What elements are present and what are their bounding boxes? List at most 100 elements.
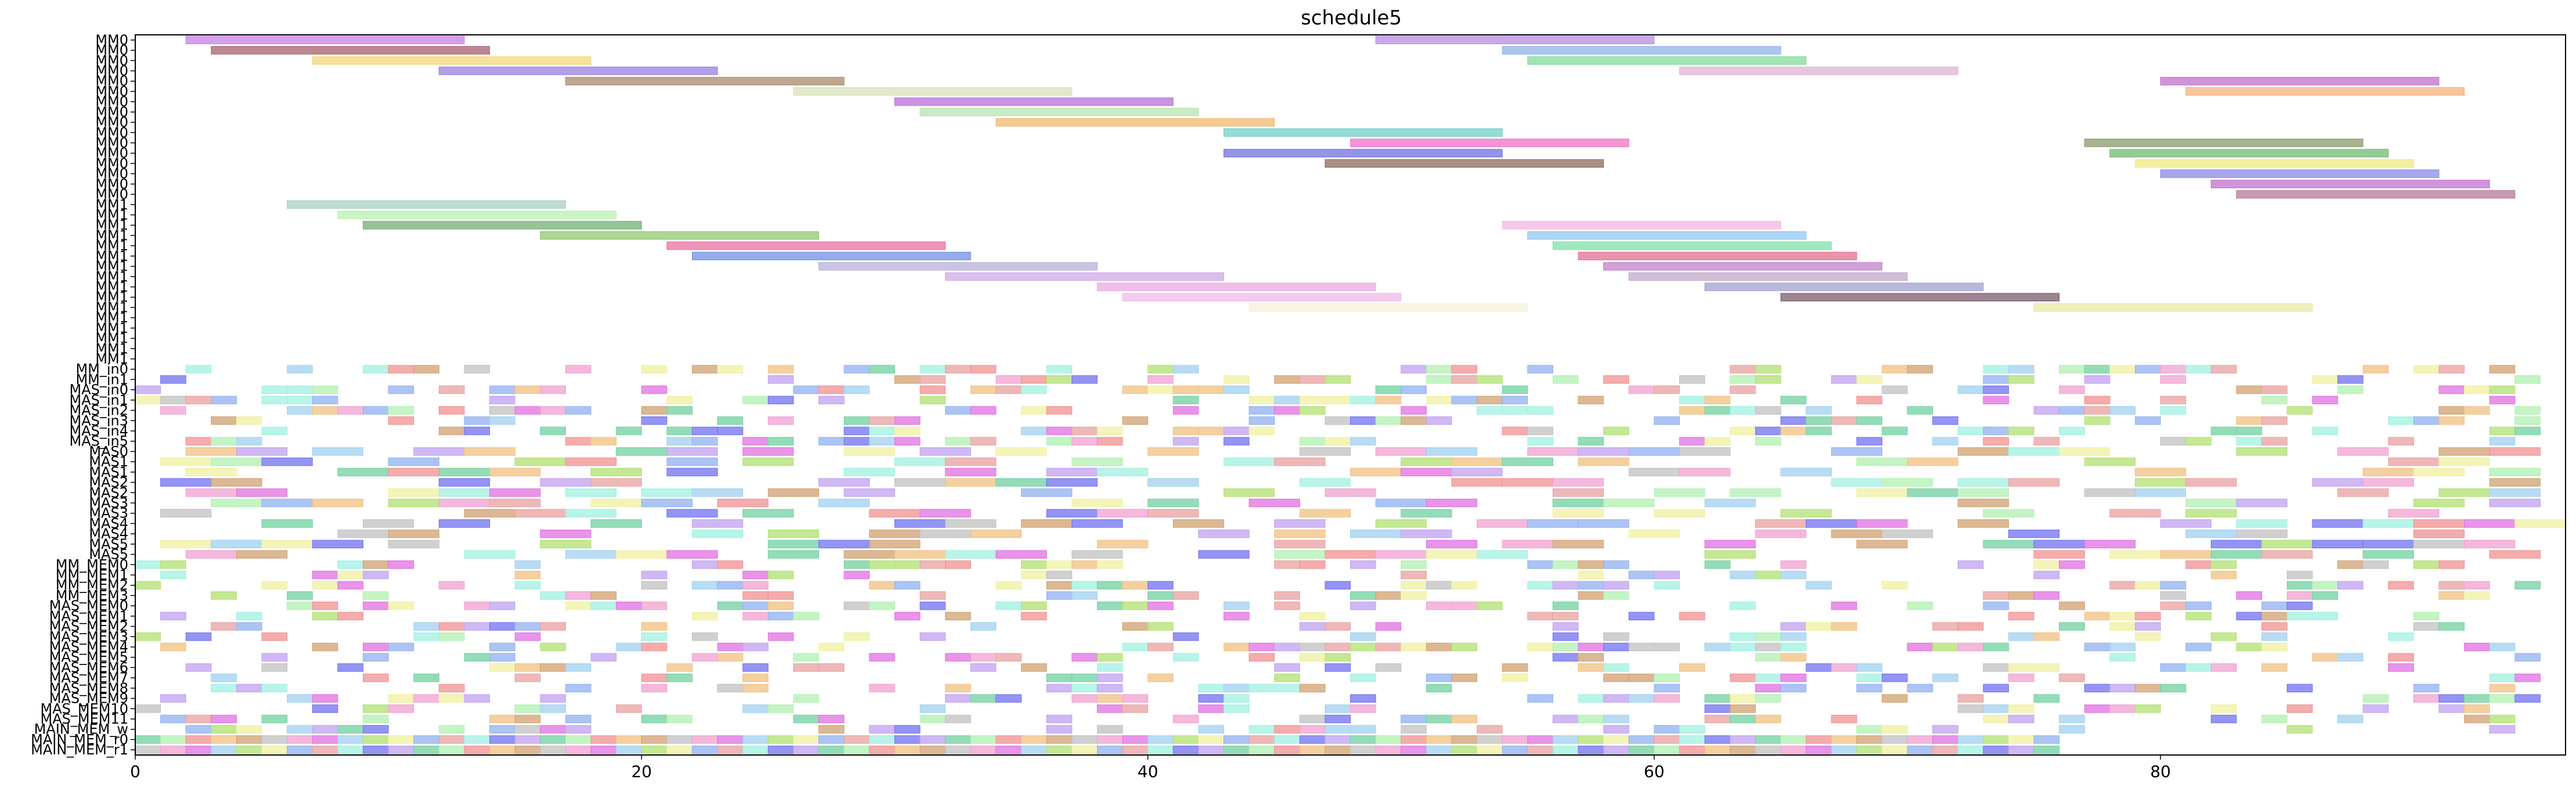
task-block bbox=[1755, 632, 1781, 641]
task-block bbox=[1350, 437, 1376, 445]
task-block bbox=[2438, 416, 2465, 425]
task-block bbox=[1198, 529, 1250, 538]
task-block bbox=[2388, 416, 2414, 425]
task-block bbox=[2109, 653, 2136, 661]
task-block bbox=[1755, 653, 1781, 661]
task-block bbox=[1071, 653, 1098, 661]
y-tick-label: MM0 bbox=[95, 73, 128, 89]
task-block bbox=[1249, 426, 1275, 436]
task-block bbox=[2135, 581, 2161, 589]
main-memory-block bbox=[1350, 735, 1376, 744]
task-block bbox=[2160, 601, 2187, 610]
task-block bbox=[641, 673, 668, 682]
task-block bbox=[1375, 396, 1402, 405]
task-block bbox=[1957, 642, 1984, 652]
task-block bbox=[2185, 509, 2237, 517]
task-bar bbox=[666, 241, 946, 250]
task-block bbox=[1578, 663, 1604, 672]
task-block bbox=[793, 653, 820, 661]
task-block bbox=[2438, 704, 2465, 713]
task-block bbox=[2438, 385, 2465, 394]
main-memory-block bbox=[1932, 745, 1958, 754]
main-memory-block bbox=[1249, 745, 1275, 754]
main-memory-block bbox=[818, 745, 845, 754]
task-block bbox=[1071, 684, 1098, 693]
task-block bbox=[590, 468, 642, 477]
main-memory-block bbox=[1122, 745, 1149, 754]
task-block bbox=[540, 642, 566, 652]
task-block bbox=[1730, 632, 1756, 641]
task-block bbox=[211, 714, 237, 724]
task-block bbox=[1730, 642, 1756, 652]
task-block bbox=[2185, 478, 2237, 487]
task-block bbox=[1578, 437, 1604, 445]
task-block bbox=[1679, 468, 1731, 477]
main-memory-block bbox=[236, 745, 262, 754]
task-block bbox=[1299, 612, 1326, 621]
plot-frame bbox=[135, 34, 2566, 756]
main-memory-block bbox=[1856, 735, 1882, 744]
task-block bbox=[1451, 581, 1478, 589]
task-block bbox=[1983, 601, 2009, 610]
task-block bbox=[489, 468, 541, 477]
task-block bbox=[514, 632, 541, 641]
task-block bbox=[160, 375, 186, 384]
task-block bbox=[1198, 684, 1224, 693]
task-block bbox=[388, 406, 414, 415]
task-block bbox=[1628, 529, 1680, 538]
task-block bbox=[894, 478, 946, 487]
task-block bbox=[1755, 673, 1781, 682]
task-block bbox=[1172, 591, 1199, 600]
task-block bbox=[616, 426, 642, 436]
task-block bbox=[666, 426, 693, 436]
main-memory-block bbox=[438, 745, 465, 754]
task-block bbox=[236, 684, 262, 693]
task-block bbox=[666, 509, 718, 517]
task-block bbox=[565, 714, 591, 724]
task-block bbox=[1552, 601, 1579, 610]
task-block bbox=[2033, 540, 2085, 549]
main-memory-block bbox=[1325, 745, 1351, 754]
task-block bbox=[2135, 365, 2161, 373]
task-block bbox=[843, 560, 870, 569]
task-block bbox=[767, 540, 820, 549]
task-block bbox=[236, 550, 288, 559]
main-memory-block bbox=[1730, 745, 1756, 754]
task-bar bbox=[1325, 159, 1604, 168]
task-block bbox=[185, 396, 212, 405]
task-block bbox=[236, 622, 262, 631]
task-block bbox=[514, 673, 541, 682]
task-block bbox=[2109, 581, 2136, 589]
task-block bbox=[1831, 601, 1857, 610]
task-block bbox=[1274, 663, 1300, 672]
task-block bbox=[2210, 704, 2237, 713]
task-block bbox=[1983, 714, 2009, 724]
task-block bbox=[1249, 725, 1275, 734]
main-memory-block bbox=[869, 735, 895, 744]
x-axis: 0 20 40 60 80 bbox=[130, 755, 2171, 781]
task-block bbox=[1907, 684, 1933, 693]
task-block bbox=[1932, 673, 1958, 682]
task-block bbox=[185, 468, 237, 477]
task-block bbox=[489, 416, 515, 425]
main-memory-block bbox=[1375, 735, 1402, 744]
task-block bbox=[2033, 406, 2060, 415]
task-block bbox=[1172, 519, 1224, 528]
task-block bbox=[1502, 406, 1528, 415]
task-block bbox=[1426, 601, 1452, 610]
main-memory-block bbox=[970, 735, 997, 744]
task-block bbox=[185, 437, 212, 445]
task-block bbox=[1299, 714, 1326, 724]
y-tick-label: MM0 bbox=[95, 145, 128, 161]
task-block bbox=[1401, 714, 1427, 724]
task-block bbox=[1527, 694, 1553, 703]
task-block bbox=[1148, 581, 1174, 589]
main-memory-block bbox=[489, 745, 515, 754]
y-tick-label: MM1 bbox=[95, 238, 128, 254]
task-block bbox=[211, 437, 237, 445]
task-block bbox=[1096, 581, 1123, 589]
task-block bbox=[843, 365, 870, 373]
main-memory-block bbox=[1957, 735, 1984, 744]
y-tick-label: MM0 bbox=[95, 63, 128, 79]
main-memory-block bbox=[1172, 735, 1199, 744]
